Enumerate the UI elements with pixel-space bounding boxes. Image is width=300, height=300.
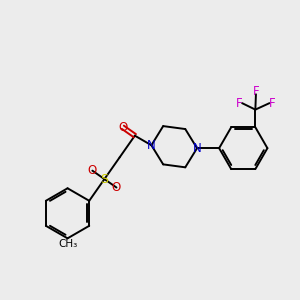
Text: O: O	[118, 121, 128, 134]
Text: N: N	[147, 139, 156, 152]
Text: O: O	[88, 164, 97, 177]
Text: O: O	[112, 181, 121, 194]
Text: F: F	[236, 97, 242, 110]
Text: F: F	[253, 85, 259, 98]
Text: S: S	[100, 172, 108, 186]
Text: N: N	[193, 142, 201, 155]
Text: F: F	[269, 97, 276, 110]
Text: CH₃: CH₃	[58, 238, 77, 249]
